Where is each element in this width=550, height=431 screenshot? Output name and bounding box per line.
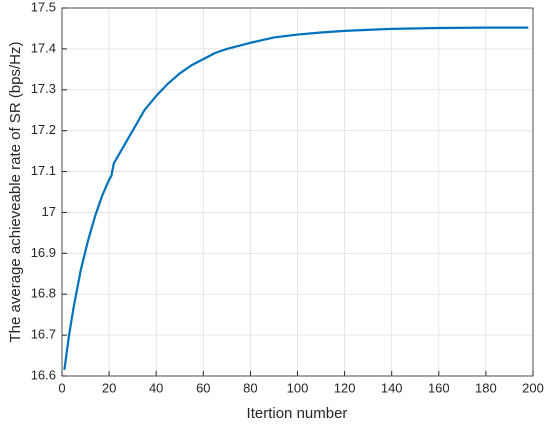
y-tick-label: 16.6 bbox=[31, 367, 56, 382]
y-tick-label: 17.5 bbox=[31, 0, 56, 14]
x-tick-label: 60 bbox=[196, 380, 210, 395]
x-tick-label: 140 bbox=[381, 380, 403, 395]
y-tick-label: 17 bbox=[42, 204, 56, 219]
y-tick-label: 17.2 bbox=[31, 122, 56, 137]
x-tick-label: 80 bbox=[243, 380, 257, 395]
x-tick-label: 0 bbox=[58, 380, 65, 395]
x-tick-label: 180 bbox=[475, 380, 497, 395]
x-axis-title: Itertion number bbox=[247, 405, 348, 422]
x-tick-label: 100 bbox=[287, 380, 309, 395]
y-tick-label: 17.4 bbox=[31, 40, 56, 55]
y-tick-label: 16.7 bbox=[31, 327, 56, 342]
y-tick-label: 17.3 bbox=[31, 81, 56, 96]
y-axis-title: The average achieveable rate of SR (bps/… bbox=[7, 42, 24, 343]
x-tick-label: 40 bbox=[149, 380, 163, 395]
plot-frame bbox=[61, 7, 534, 377]
y-tick-label: 17.1 bbox=[31, 163, 56, 178]
y-tick-label: 16.8 bbox=[31, 286, 56, 301]
x-tick-label: 120 bbox=[334, 380, 356, 395]
data-line bbox=[63, 26, 529, 371]
y-tick-label: 16.9 bbox=[31, 245, 56, 260]
x-tick-label: 200 bbox=[522, 380, 544, 395]
x-tick-label: 20 bbox=[102, 380, 116, 395]
x-tick-label: 160 bbox=[428, 380, 450, 395]
